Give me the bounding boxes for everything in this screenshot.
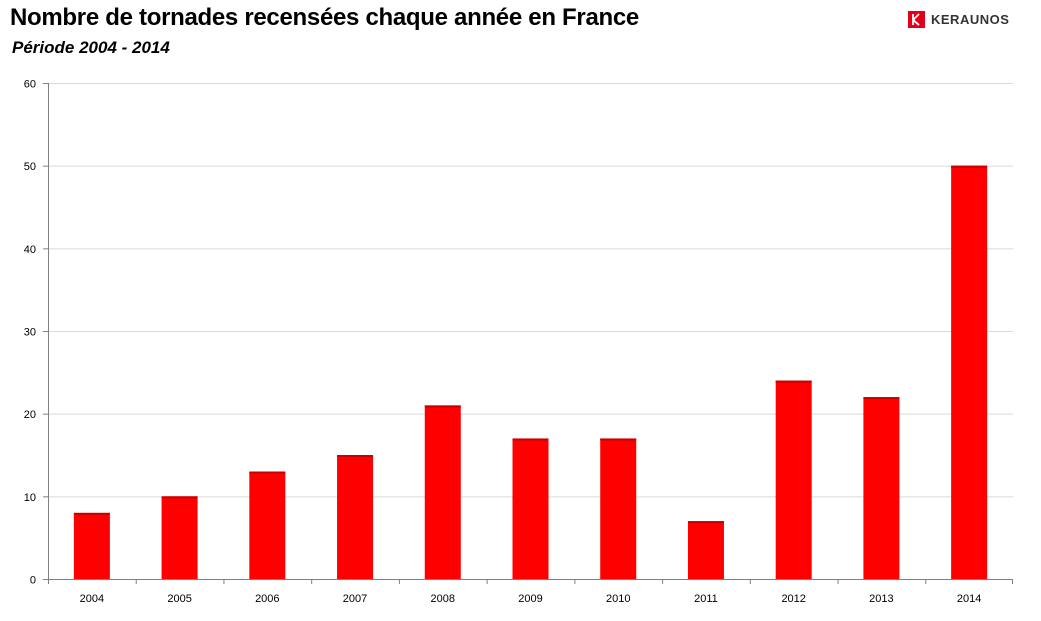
bar-2006 [249, 471, 286, 579]
bar-top-edge [249, 471, 286, 474]
bar-top-edge [73, 512, 110, 515]
logo-text: KERAUNOS [931, 12, 1010, 27]
y-tick-label: 40 [24, 244, 36, 256]
bar-2010 [600, 438, 637, 579]
gridlines [48, 83, 1013, 498]
bar-top-edge [951, 165, 988, 168]
y-tick-label: 0 [30, 575, 36, 587]
bar-top-edge [775, 380, 812, 383]
bar-top-edge [863, 397, 900, 400]
bar-2013 [863, 397, 900, 579]
y-tick-label: 60 [24, 79, 36, 91]
bar-2005 [161, 496, 198, 579]
x-tick-label: 2014 [957, 593, 981, 605]
bar-2014 [951, 165, 988, 579]
chart-subtitle: Période 2004 - 2014 [12, 38, 170, 57]
x-tick-label: 2007 [343, 593, 367, 605]
bar-2007 [337, 455, 374, 579]
y-tick-label: 10 [24, 492, 36, 504]
x-tick-label: 2013 [869, 593, 893, 605]
x-tick-label: 2011 [694, 593, 718, 605]
bar-top-edge [600, 438, 637, 441]
axes [43, 83, 1013, 584]
keraunos-logo: KERAUNOS [908, 11, 1009, 28]
bar-2008 [424, 405, 461, 579]
x-tick-label: 2010 [606, 593, 630, 605]
keraunos-logo-icon [908, 11, 925, 28]
x-tick-label: 2004 [80, 593, 104, 605]
bar-2004 [73, 512, 110, 579]
y-tick-label: 30 [24, 327, 36, 339]
x-tick-label: 2009 [518, 593, 542, 605]
tick-labels: 0 10 20 30 40 50 60 2004 2005 2006 2007 2008 2009 201… [24, 79, 982, 606]
bar-top-edge [161, 496, 198, 499]
bar-top-edge [424, 405, 461, 408]
bar-2012 [775, 380, 812, 579]
bar-2011 [687, 521, 724, 579]
chart-title: Nombre de tornades recensées chaque anné… [10, 4, 639, 31]
bar-top-edge [687, 521, 724, 524]
y-tick-label: 20 [24, 409, 36, 421]
bar-top-edge [337, 455, 374, 457]
x-tick-label: 2006 [255, 593, 279, 605]
y-tick-label: 50 [24, 161, 36, 173]
x-tick-label: 2005 [167, 593, 191, 605]
x-tick-label: 2012 [781, 593, 805, 605]
x-tick-label: 2008 [431, 593, 455, 605]
bar-top-edge [512, 438, 549, 441]
bars [73, 165, 988, 579]
bar-2009 [512, 438, 549, 579]
